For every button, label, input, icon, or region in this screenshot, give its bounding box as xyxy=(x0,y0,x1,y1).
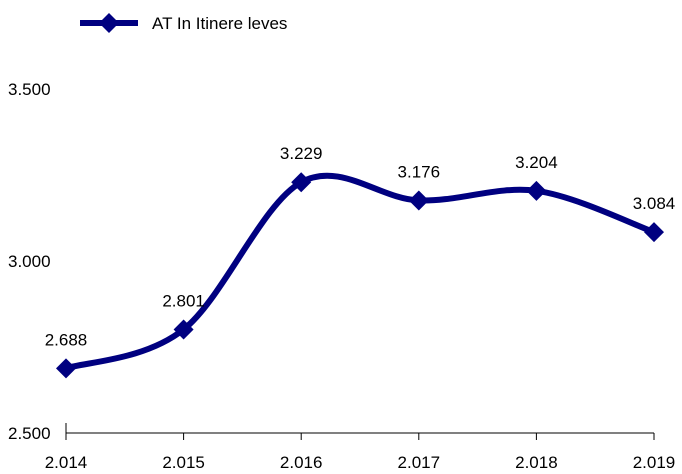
x-tick-label: 2.018 xyxy=(515,453,558,472)
x-axis: 2.014 2.015 2.016 2.017 2.018 2.019 xyxy=(45,423,676,472)
data-label: 3.084 xyxy=(633,194,676,213)
data-point-marker xyxy=(408,190,429,211)
data-label: 2.801 xyxy=(162,291,205,310)
series-line xyxy=(63,172,657,372)
x-tick-label: 2.014 xyxy=(45,453,88,472)
y-axis-ticks: 2.500 3.000 3.500 xyxy=(8,80,51,443)
data-point-marker xyxy=(291,172,312,193)
legend-label: AT In Itinere leves xyxy=(152,14,287,33)
legend: AT In Itinere leves xyxy=(80,13,287,33)
data-label: 3.229 xyxy=(280,144,323,163)
data-point-marker xyxy=(526,180,547,201)
data-point-marker xyxy=(644,222,664,243)
data-point-marker xyxy=(56,358,76,379)
data-label: 3.204 xyxy=(515,153,558,172)
data-labels: 2.688 2.801 3.229 3.176 3.204 3.084 xyxy=(45,144,676,349)
x-tick-label: 2.017 xyxy=(398,453,441,472)
legend-marker xyxy=(99,13,119,33)
data-point-marker xyxy=(173,319,194,340)
y-tick-label: 2.500 xyxy=(8,424,51,443)
x-tick-label: 2.016 xyxy=(280,453,323,472)
x-tick-label: 2.019 xyxy=(633,453,676,472)
series-markers xyxy=(56,172,664,379)
x-tick-label: 2.015 xyxy=(162,453,205,472)
y-tick-label: 3.500 xyxy=(8,80,51,99)
y-tick-label: 3.000 xyxy=(8,252,51,271)
data-label: 3.176 xyxy=(398,162,441,181)
data-label: 2.688 xyxy=(45,330,88,349)
